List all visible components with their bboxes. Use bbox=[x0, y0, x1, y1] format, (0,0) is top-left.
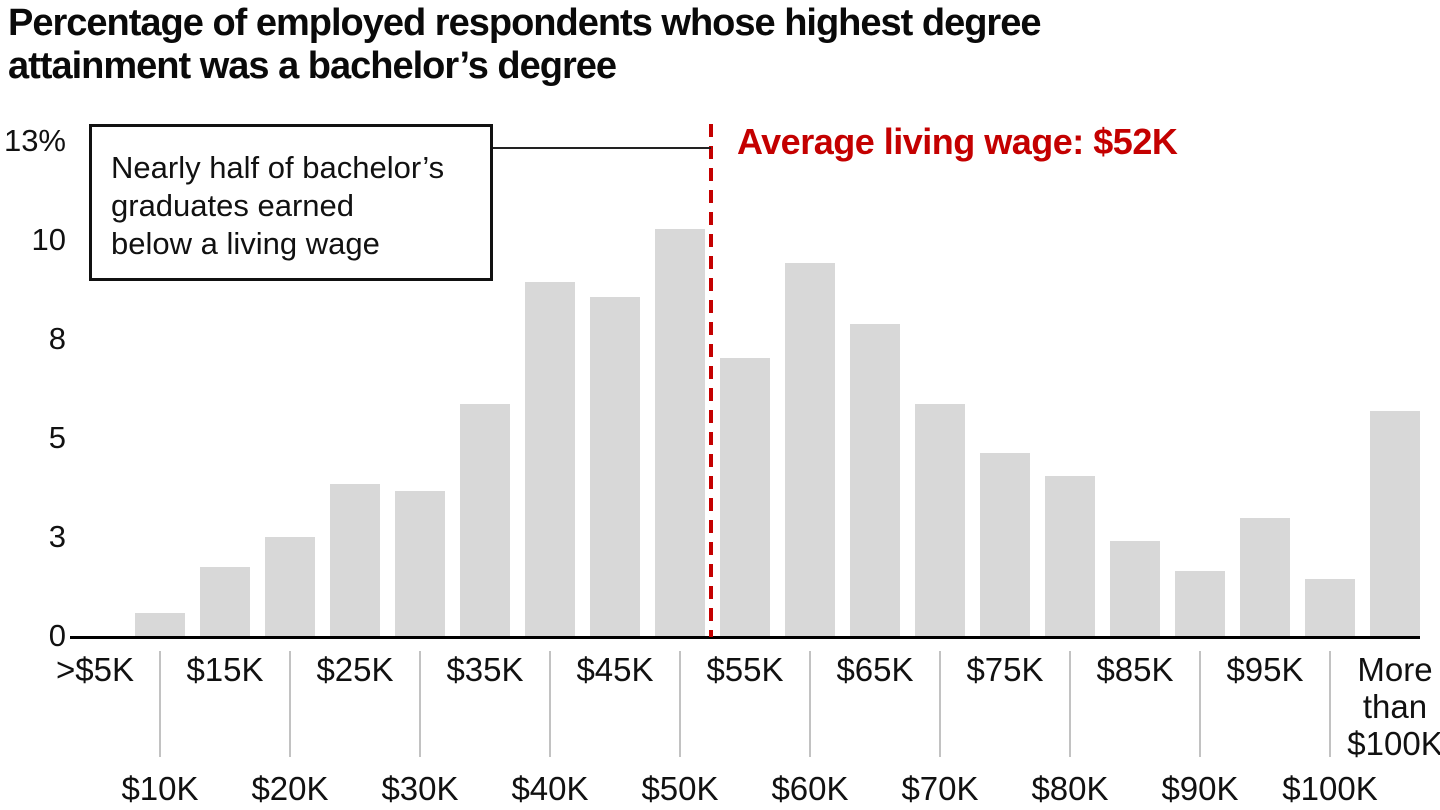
y-axis-tick-label: 10 bbox=[31, 222, 66, 257]
bar--85k bbox=[1110, 541, 1160, 636]
x-axis-line bbox=[70, 636, 1420, 639]
y-axis-tick-label: 3 bbox=[48, 519, 66, 554]
y-axis-tick-label: 0 bbox=[48, 618, 66, 653]
x-axis-label--55k: $55K bbox=[706, 651, 784, 688]
x-axis-label-more-than-100k: More than $100K bbox=[1347, 651, 1440, 762]
y-axis-tick-label: 8 bbox=[48, 321, 66, 356]
bar--95k bbox=[1240, 518, 1290, 636]
x-axis-label--60k: $60K bbox=[771, 770, 849, 807]
annotation-line3: below a living wage bbox=[111, 226, 380, 261]
x-axis-label--30k: $30K bbox=[381, 770, 459, 807]
bar--65k bbox=[850, 324, 900, 636]
y-axis-tick-label: 5 bbox=[48, 420, 66, 455]
x-axis-label--10k: $10K bbox=[121, 770, 199, 807]
bar--75k bbox=[980, 453, 1030, 636]
x-axis-label--20k: $20K bbox=[251, 770, 329, 807]
living-wage-dashed-line bbox=[709, 124, 713, 637]
x-axis-label--65k: $65K bbox=[836, 651, 914, 688]
x-axis-label--70k: $70K bbox=[901, 770, 979, 807]
annotation-line2: graduates earned bbox=[111, 188, 355, 223]
x-axis-tick bbox=[809, 651, 811, 757]
x-axis-label--85k: $85K bbox=[1096, 651, 1174, 688]
x-axis-tick bbox=[679, 651, 681, 757]
x-axis-label--95k: $95K bbox=[1226, 651, 1304, 688]
bar--30k bbox=[395, 491, 445, 636]
x-axis-label--5k: >$5K bbox=[56, 651, 134, 688]
x-axis-label--90k: $90K bbox=[1161, 770, 1239, 807]
x-axis-tick bbox=[549, 651, 551, 757]
x-axis-tick bbox=[1199, 651, 1201, 757]
x-axis-label--45k: $45K bbox=[576, 651, 654, 688]
x-axis-label--75k: $75K bbox=[966, 651, 1044, 688]
bar--25k bbox=[330, 484, 380, 636]
bar--20k bbox=[265, 537, 315, 636]
bar--100k bbox=[1305, 579, 1355, 636]
x-axis-tick bbox=[1329, 651, 1331, 757]
annotation-box: Nearly half of bachelor’s graduates earn… bbox=[89, 124, 493, 281]
x-axis-label--25k: $25K bbox=[316, 651, 394, 688]
bar--40k bbox=[525, 282, 575, 636]
annotation-line1: Nearly half of bachelor’s bbox=[111, 150, 445, 185]
x-axis-label--40k: $40K bbox=[511, 770, 589, 807]
x-axis-label--100k: $100K bbox=[1282, 770, 1378, 807]
bar--35k bbox=[460, 404, 510, 636]
bar--15k bbox=[200, 567, 250, 636]
x-axis-tick bbox=[939, 651, 941, 757]
bar--70k bbox=[915, 404, 965, 636]
living-wage-label: Average living wage: $52K bbox=[737, 121, 1178, 162]
bar-more-than-100k bbox=[1370, 411, 1420, 636]
bar--60k bbox=[785, 263, 835, 636]
annotation-leader-line bbox=[493, 147, 711, 149]
bar--80k bbox=[1045, 476, 1095, 636]
x-axis-label--15k: $15K bbox=[186, 651, 264, 688]
x-axis-label--50k: $50K bbox=[641, 770, 719, 807]
y-axis-tick-label: 13% bbox=[3, 123, 66, 158]
annotation-text: Nearly half of bachelor’s graduates earn… bbox=[111, 149, 444, 263]
x-axis-tick bbox=[289, 651, 291, 757]
bar--90k bbox=[1175, 571, 1225, 636]
chart-title-line1: Percentage of employed respondents whose… bbox=[8, 2, 1041, 44]
x-axis-tick bbox=[159, 651, 161, 757]
bar--50k bbox=[655, 229, 705, 636]
bar--55k bbox=[720, 358, 770, 636]
bar--45k bbox=[590, 297, 640, 636]
x-axis-label--35k: $35K bbox=[446, 651, 524, 688]
chart-title-line2: attainment was a bachelor’s degree bbox=[8, 45, 617, 87]
bar--10k bbox=[135, 613, 185, 636]
x-axis-tick bbox=[419, 651, 421, 757]
x-axis-label--80k: $80K bbox=[1031, 770, 1109, 807]
x-axis-tick bbox=[1069, 651, 1071, 757]
